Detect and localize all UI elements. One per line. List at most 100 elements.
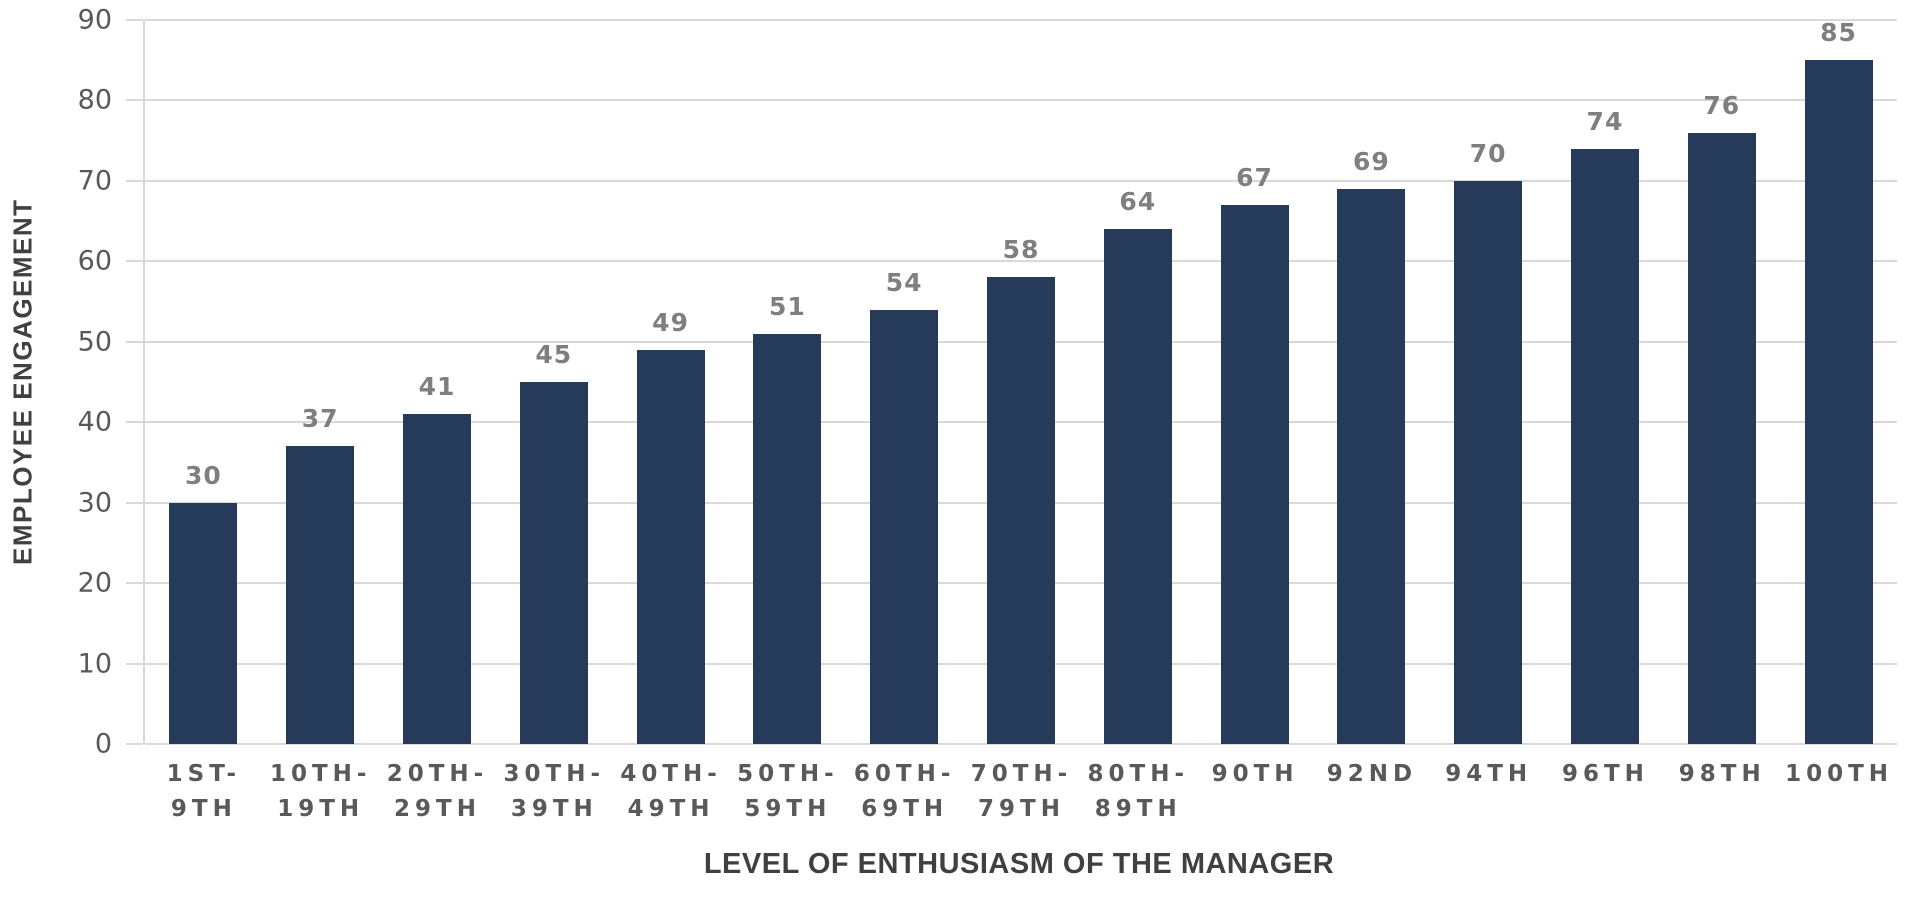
x-tick-line: 96TH [1561, 761, 1649, 787]
bar: 67 [1220, 163, 1289, 744]
bar-slot: 70 [1430, 20, 1547, 744]
bar: 45 [519, 340, 588, 744]
x-tick-label: 96TH [1545, 757, 1662, 827]
bar: 76 [1687, 91, 1756, 744]
bar-slot: 54 [846, 20, 963, 744]
x-tick-label: 100TH [1778, 757, 1895, 827]
bar: 51 [753, 292, 822, 744]
axis-tick [126, 179, 143, 182]
bar: 70 [1454, 139, 1523, 744]
bar-slot: 69 [1313, 20, 1430, 744]
x-tick-line: 49TH [627, 796, 715, 822]
x-tick-label: 94TH [1428, 757, 1545, 827]
data-label: 30 [184, 460, 222, 490]
bar: 74 [1570, 107, 1639, 744]
bar: 49 [636, 308, 705, 744]
x-axis-title: LEVEL OF ENTHUSIASM OF THE MANAGER [703, 848, 1335, 880]
bar: 58 [986, 235, 1055, 744]
y-tick-label: 50 [77, 326, 112, 358]
x-tick-line: 10TH- [269, 761, 372, 787]
x-tick-line: 29TH [394, 796, 481, 822]
x-tick-line: 20TH- [386, 761, 489, 787]
x-tick-line: 19TH [277, 796, 365, 822]
data-label: 70 [1469, 138, 1507, 168]
x-tick-label: 70TH- 79TH [961, 757, 1078, 827]
bar: 69 [1337, 147, 1406, 744]
y-tick-label: 0 [94, 728, 112, 760]
x-tick-line: 60TH- [853, 761, 956, 787]
x-axis-tick-labels: 1ST- 9TH 10TH- 19TH 20TH- 29TH 30TH- 39TH 40TH- 4… [143, 757, 1895, 827]
gridline [145, 743, 1897, 745]
data-label: 49 [652, 307, 689, 337]
data-label: 45 [535, 340, 573, 369]
bar-slot: 76 [1663, 20, 1780, 744]
data-label: 64 [1119, 187, 1157, 217]
x-tick-line: 100TH [1785, 761, 1894, 787]
bar: 37 [286, 404, 355, 744]
x-tick-line: 98TH [1678, 761, 1766, 787]
x-tick-line: 9TH [170, 796, 237, 822]
y-axis-tick-labels: 0 10 20 30 40 50 60 70 80 90 [40, 5, 112, 760]
plot-area: 30 37 41 45 49 51 54 58 64 67 69 70 74 76 85 [126, 18, 1897, 745]
gridline [145, 99, 1897, 102]
y-tick-label: 10 [77, 648, 112, 680]
bar-slot: 85 [1780, 18, 1897, 744]
x-tick-line: 89TH [1094, 796, 1182, 822]
axis-tick [126, 260, 143, 263]
x-tick-label: 60TH- 69TH [844, 757, 961, 827]
bar-slot: 58 [963, 20, 1080, 744]
axis-tick [126, 662, 143, 665]
axis-tick [126, 340, 143, 343]
x-tick-line: 59TH [744, 796, 832, 822]
data-label: 67 [1236, 163, 1273, 193]
x-tick-label: 10TH- 19TH [260, 757, 377, 827]
x-tick-line: 80TH- [1087, 761, 1190, 787]
x-tick-label: 98TH [1661, 757, 1778, 827]
y-tick-label: 30 [77, 487, 112, 519]
axis-tick [126, 421, 143, 424]
gridline [145, 260, 1897, 263]
x-tick-label: 40TH- 49TH [610, 757, 727, 827]
data-label: 41 [418, 372, 456, 402]
data-label: 51 [768, 291, 806, 321]
bar-slot: 74 [1547, 20, 1664, 744]
x-tick-label: 92ND [1311, 757, 1428, 827]
data-label: 37 [301, 404, 339, 434]
y-tick-label: 40 [77, 406, 112, 438]
gridline [145, 19, 1897, 21]
x-tick-line: 70TH- [970, 761, 1073, 787]
x-tick-label: 30TH- 39TH [493, 757, 610, 827]
axis-tick [126, 19, 143, 21]
x-tick-label: 90TH [1194, 757, 1311, 827]
x-tick-label: 80TH- 89TH [1077, 757, 1194, 827]
x-tick-label: 1ST- 9TH [143, 757, 260, 827]
y-tick-label: 70 [77, 165, 112, 197]
bar: 64 [1103, 187, 1172, 744]
bar: 41 [402, 372, 471, 744]
gridline [145, 179, 1897, 182]
bar-slot: 45 [495, 20, 612, 744]
bar-slot: 67 [1196, 20, 1313, 744]
bar-slot: 41 [379, 20, 496, 744]
bar-slot: 64 [1079, 20, 1196, 744]
x-tick-line: 50TH- [737, 761, 839, 787]
bar-slot: 37 [262, 20, 379, 744]
axis-tick [126, 99, 143, 102]
bar-slot: 30 [145, 20, 262, 744]
bars: 30 37 41 45 49 51 54 58 64 67 69 70 74 76 85 [145, 18, 1897, 744]
x-tick-line: 1ST- [166, 761, 242, 787]
x-tick-label: 50TH- 59TH [727, 757, 844, 827]
data-label: 76 [1703, 90, 1741, 120]
data-label: 54 [885, 267, 923, 297]
axis-tick [126, 501, 143, 504]
bar-slot: 51 [729, 20, 846, 744]
x-tick-line: 90TH [1211, 761, 1299, 787]
bar-slot: 49 [612, 20, 729, 744]
y-tick-label: 90 [77, 4, 112, 36]
x-tick-label: 20TH- 29TH [377, 757, 494, 827]
x-tick-line: 79TH [978, 796, 1065, 822]
x-tick-line: 40TH- [620, 761, 722, 787]
y-tick-label: 80 [77, 84, 112, 116]
axis-tick [126, 743, 143, 745]
